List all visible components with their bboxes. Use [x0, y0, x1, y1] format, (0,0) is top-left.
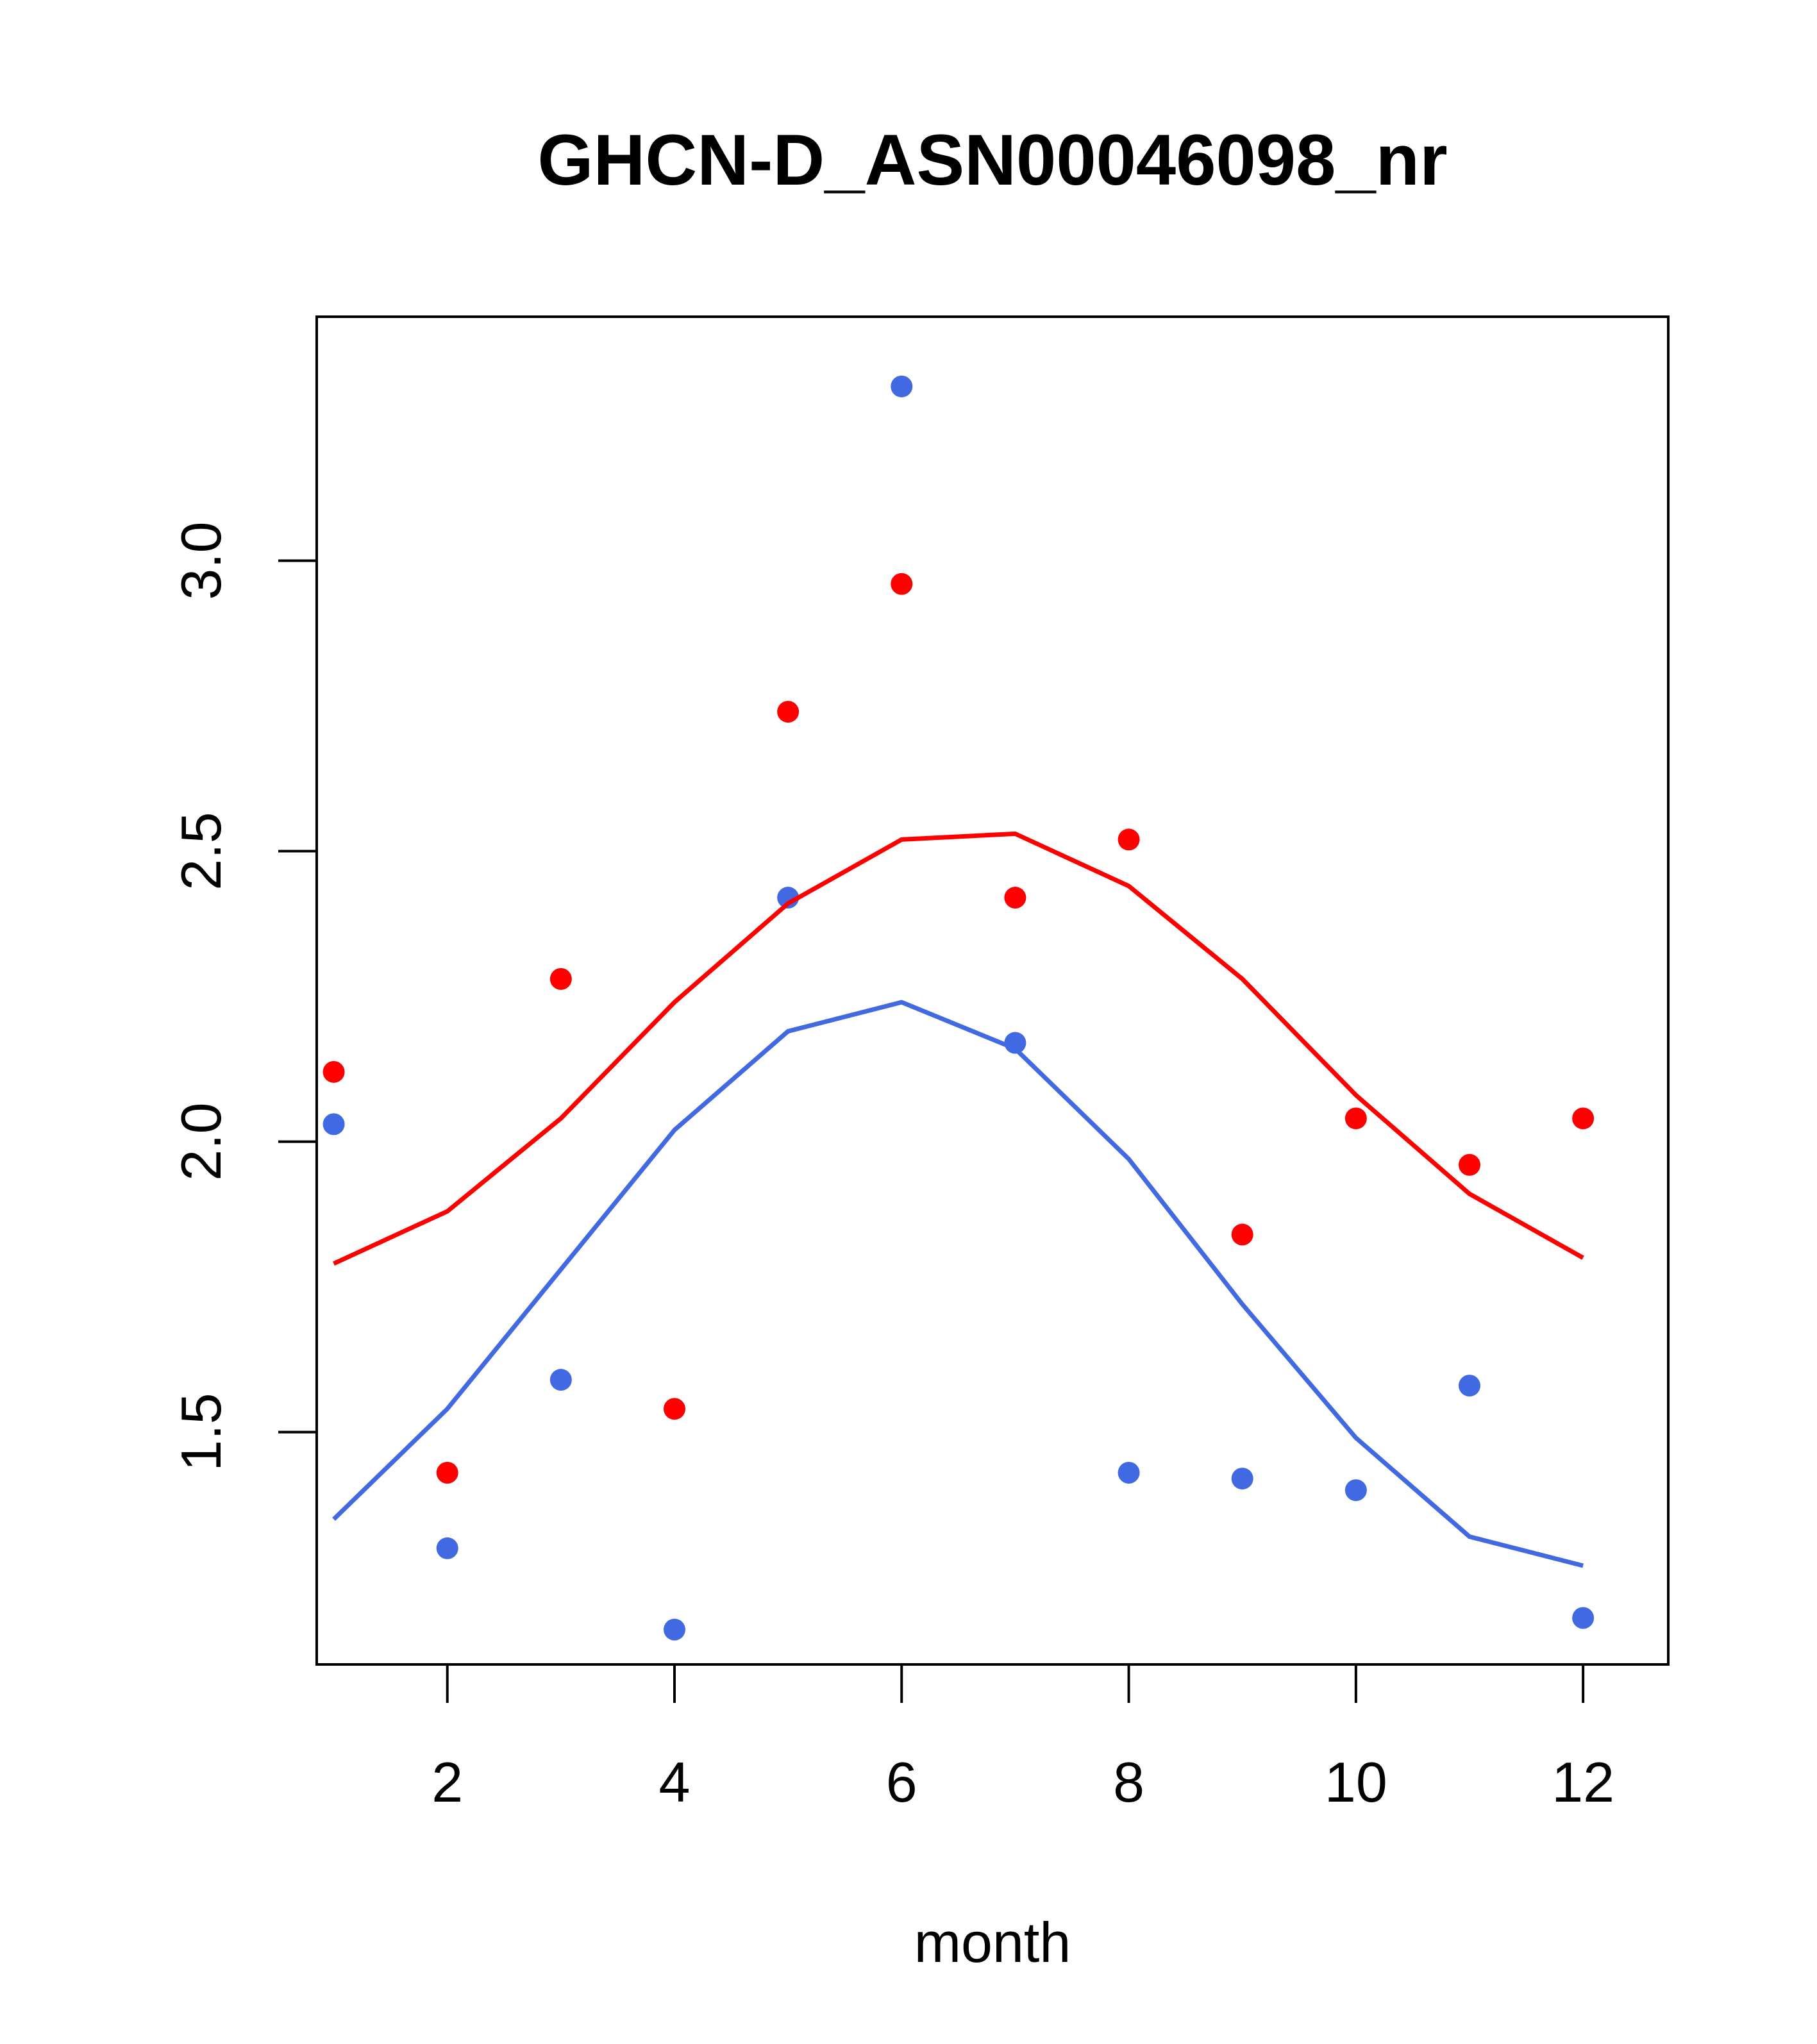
data-point	[1118, 828, 1140, 851]
data-point	[1572, 1607, 1595, 1629]
y-tick-label: 2.0	[169, 1102, 233, 1180]
data-point	[1231, 1468, 1253, 1490]
data-point	[1344, 1107, 1367, 1130]
x-tick-label: 10	[1325, 1750, 1387, 1814]
x-tick-label: 12	[1552, 1750, 1614, 1814]
plot-frame	[315, 315, 1670, 1666]
series-0-points	[322, 573, 1595, 1484]
series-line	[333, 831, 1584, 1266]
series-layer	[322, 375, 1595, 1641]
data-point	[777, 701, 800, 723]
data-point	[1459, 1375, 1480, 1397]
data-point	[1231, 1223, 1253, 1246]
data-point	[1118, 1462, 1140, 1484]
data-point	[1004, 887, 1026, 909]
x-axis-label: month	[914, 1911, 1071, 1974]
data-point	[664, 1398, 685, 1420]
data-point	[549, 1369, 572, 1391]
data-point	[777, 887, 800, 909]
series-2-line	[333, 831, 1584, 1266]
data-point	[549, 968, 572, 990]
x-tick-label: 2	[431, 1750, 463, 1814]
y-tick-label: 3.0	[169, 521, 233, 599]
x-tick-label: 6	[886, 1750, 917, 1814]
x-tick-label: 4	[659, 1750, 691, 1814]
data-point	[436, 1462, 458, 1484]
data-point	[664, 1618, 685, 1641]
data-point	[1459, 1153, 1480, 1176]
x-tick-label: 8	[1113, 1750, 1144, 1814]
data-point	[891, 375, 913, 398]
series-1-points	[322, 375, 1595, 1641]
data-point	[891, 573, 913, 595]
data-point	[1572, 1107, 1595, 1130]
chart-title: GHCN-D_ASN00046098_nr	[537, 120, 1447, 200]
data-point	[322, 1113, 345, 1135]
data-point	[436, 1537, 458, 1559]
series-3-line	[332, 1000, 1584, 1568]
y-axis: 1.5 2.0 2.5 3.0	[169, 521, 317, 1471]
series-line	[332, 1000, 1584, 1568]
data-point	[1344, 1479, 1367, 1502]
y-tick-label: 1.5	[169, 1393, 233, 1471]
x-axis: 2 4 6 8 10 12	[431, 1664, 1614, 1814]
data-point	[322, 1060, 345, 1083]
y-tick-label: 2.5	[169, 812, 233, 890]
